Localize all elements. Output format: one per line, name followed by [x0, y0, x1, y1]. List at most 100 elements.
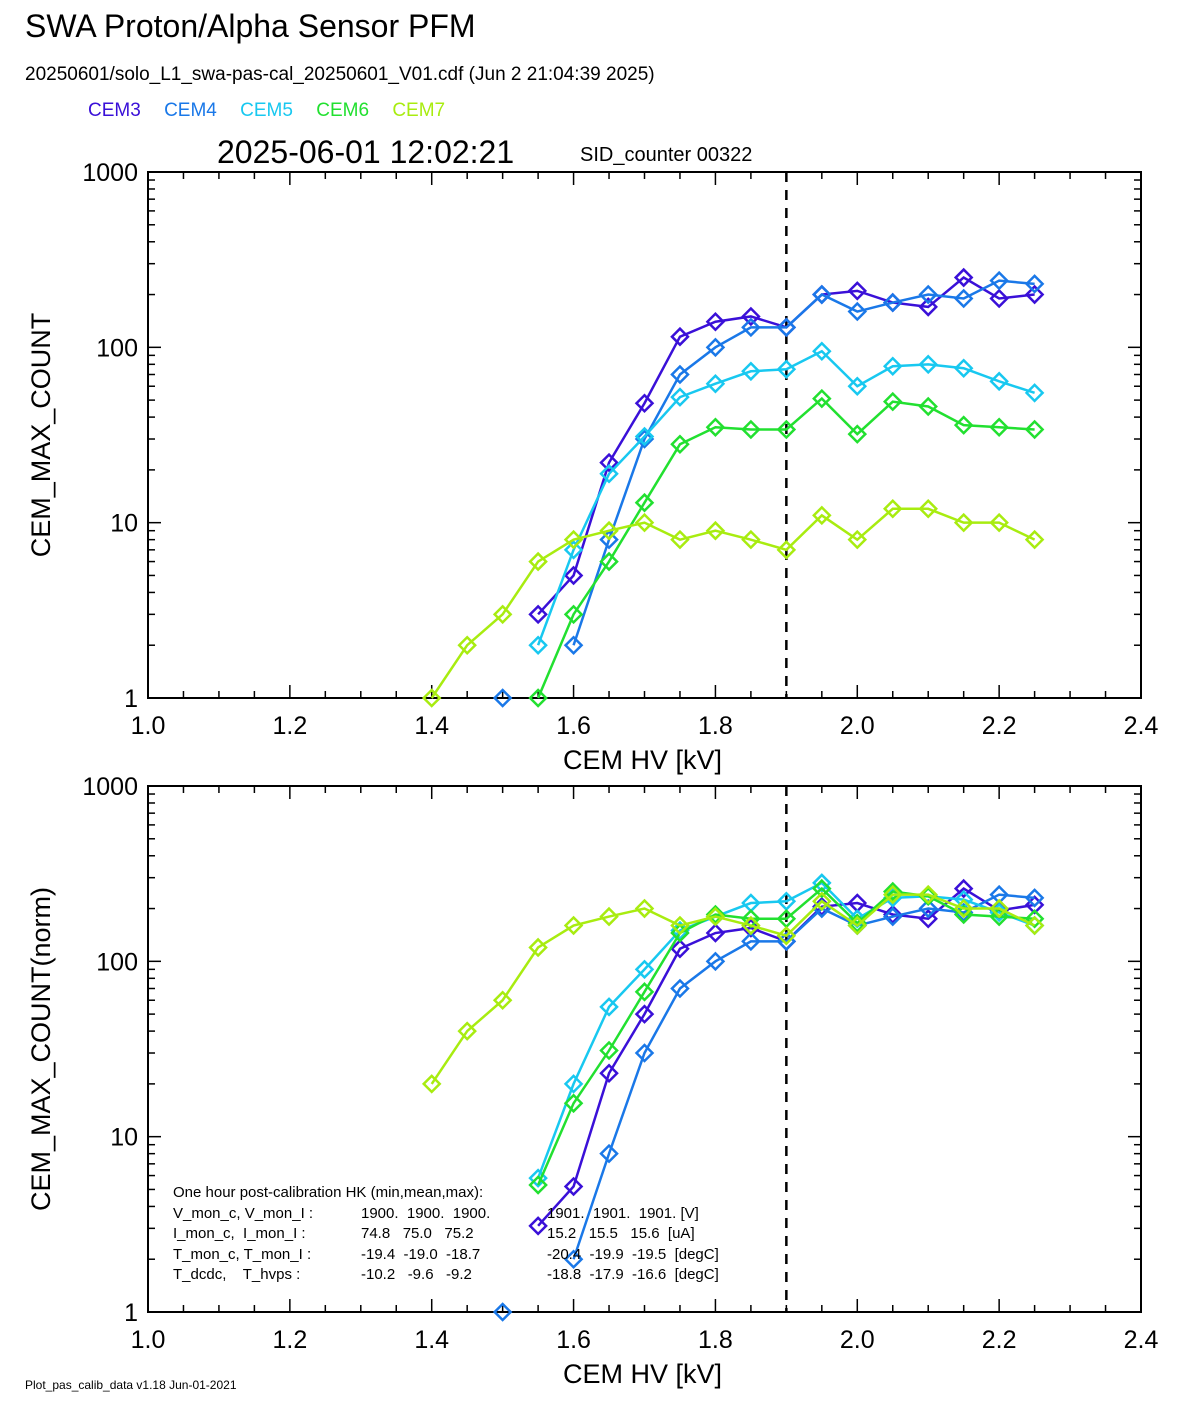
data-point-cem7	[599, 520, 619, 541]
data-point-cem5	[599, 464, 619, 484]
data-point-cem4	[634, 429, 655, 449]
data-point-cem4	[492, 1302, 513, 1322]
data-point-cem3	[918, 908, 938, 929]
hk-label: T_dcdc, T_hvps :	[173, 1266, 301, 1283]
data-point-cem6	[989, 417, 1009, 438]
data-point-cem3	[670, 938, 690, 959]
series-line-cem5	[536, 349, 1035, 646]
data-point-cem4	[953, 288, 974, 309]
data-point-cem6	[705, 417, 726, 438]
data-point-cem6	[599, 551, 619, 572]
data-point-cem6	[812, 388, 832, 409]
data-point-cem6	[1024, 419, 1045, 440]
data-point-cem7	[741, 915, 761, 936]
data-point-cem5	[563, 1074, 584, 1094]
data-point-cem3	[528, 604, 548, 625]
data-point-cem3	[918, 297, 938, 317]
series-line-cem7	[430, 893, 1036, 1085]
y-tick-label: 10	[110, 510, 138, 538]
data-point-cem6	[776, 419, 797, 440]
x-axis-label: CEM HV [kV]	[563, 745, 722, 775]
data-point-cem3	[989, 288, 1009, 309]
legend: CEM3 CEM4 CEM5 CEM6 CEM7	[88, 100, 463, 122]
data-point-cem5	[918, 354, 938, 375]
data-point-cem4	[634, 1043, 655, 1063]
x-tick-label: 1.8	[698, 1326, 733, 1354]
legend-item-cem5: CEM5	[240, 100, 293, 121]
hk-label: T_mon_c, T_mon_I :	[173, 1245, 312, 1263]
series-line-cem6	[536, 886, 1035, 1186]
y-tick-label: 1000	[82, 159, 138, 187]
data-point-cem5	[847, 376, 868, 396]
data-point-cem6	[989, 906, 1009, 927]
data-point-cem3	[1024, 284, 1045, 305]
series-line-cem4	[572, 279, 1035, 646]
data-point-cem6	[634, 982, 655, 1002]
data-point-cem3	[847, 281, 868, 301]
series-line-cem6	[536, 396, 1035, 699]
hk-c-values: 74.8 75.0 75.2	[361, 1225, 474, 1242]
data-point-cem4	[670, 364, 690, 385]
data-point-cem6	[563, 1093, 584, 1114]
data-point-cem7	[953, 512, 974, 533]
data-point-cem7	[812, 891, 832, 912]
data-point-cem4	[989, 270, 1009, 291]
data-point-cem6	[563, 604, 584, 625]
data-point-cem6	[634, 492, 655, 513]
chart-title: SWA Proton/Alpha Sensor PFM	[25, 8, 476, 44]
data-point-cem3	[741, 306, 761, 327]
data-point-cem4	[882, 906, 903, 927]
data-point-cem7	[528, 937, 548, 958]
hk-c-values: 1900. 1900. 1900.	[361, 1204, 491, 1222]
data-point-cem7	[776, 925, 797, 946]
data-point-cem7	[918, 499, 938, 519]
hk-i-values: 15.2 15.5 15.6 [uA]	[547, 1225, 695, 1242]
data-point-cem4	[1024, 274, 1045, 294]
data-point-cem6	[741, 419, 761, 440]
series-line-cem7	[430, 507, 1036, 699]
data-point-cem4	[918, 898, 938, 919]
data-point-cem7	[528, 551, 548, 572]
hk-i-values: 1901. 1901. 1901. [V]	[547, 1204, 699, 1222]
data-point-cem6	[812, 878, 832, 899]
data-point-cem6	[1024, 908, 1045, 929]
data-point-cem5	[741, 361, 761, 382]
data-point-cem3	[705, 311, 726, 332]
hk-c-values: -19.4 -19.0 -18.7	[361, 1245, 481, 1263]
data-point-cem7	[918, 884, 938, 905]
data-point-cem7	[847, 915, 868, 936]
data-point-cem3	[705, 923, 726, 943]
x-tick-label: 1.6	[556, 712, 591, 740]
data-point-cem4	[563, 635, 584, 655]
data-point-cem7	[457, 1021, 477, 1041]
data-point-cem7	[953, 898, 974, 919]
data-point-cem4	[599, 1143, 619, 1164]
data-point-cem3	[670, 326, 690, 347]
data-point-cem7	[599, 906, 619, 927]
data-point-cem7	[882, 884, 903, 905]
data-point-cem7	[492, 604, 513, 625]
series-line-cem5	[536, 881, 1036, 1179]
data-point-cem4	[705, 337, 726, 358]
data-point-cem3	[599, 1063, 619, 1084]
data-point-cem6	[847, 424, 868, 444]
hk-row: T_dcdc, T_hvps : -10.2 -9.6 -9.2 -18.8 -17…	[173, 1265, 719, 1286]
data-point-cem5	[882, 356, 903, 377]
x-tick-label: 1.0	[131, 712, 166, 740]
y-tick-label: 1	[124, 1299, 138, 1327]
data-point-cem7	[492, 990, 513, 1010]
data-point-cem7	[1024, 915, 1045, 936]
file-subtitle: 20250601/solo_L1_swa-pas-cal_20250601_V0…	[25, 64, 655, 85]
x-tick-label: 1.8	[698, 712, 733, 740]
data-point-cem6	[918, 396, 938, 417]
data-point-cem3	[882, 904, 903, 925]
data-point-cem7	[741, 529, 761, 550]
data-point-cem3	[563, 565, 584, 586]
data-point-cem7	[1024, 529, 1045, 550]
y-axis-label: CEM_MAX_COUNT(norm)	[26, 887, 56, 1211]
data-point-cem4	[705, 951, 726, 972]
data-point-cem6	[953, 415, 974, 435]
x-tick-label: 2.0	[840, 712, 875, 740]
data-point-cem4	[1024, 888, 1045, 908]
